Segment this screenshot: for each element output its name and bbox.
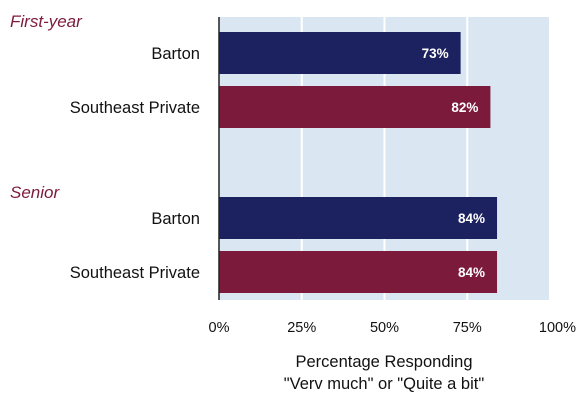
bar	[219, 251, 498, 293]
category-label: Southeast Private	[70, 99, 200, 117]
x-tick-label: 25%	[287, 320, 316, 336]
bar-value-label: 84%	[458, 265, 485, 280]
x-axis-title-line-1: Percentage Responding	[295, 353, 472, 371]
x-tick-label: 0%	[209, 320, 230, 336]
bar	[219, 197, 498, 239]
bar-value-label: 82%	[451, 100, 478, 115]
bars	[219, 32, 498, 293]
x-tick-label: 75%	[453, 320, 482, 336]
x-tick-label: 50%	[370, 320, 399, 336]
category-label: Barton	[151, 210, 200, 228]
bar-value-label: 84%	[458, 211, 485, 226]
bar	[219, 86, 491, 128]
bar-value-label: 73%	[422, 46, 449, 61]
x-tick-labels: 0% 25% 50% 75% 100%	[209, 320, 577, 336]
category-label: Barton	[151, 45, 200, 63]
group-label: First-year	[10, 12, 83, 31]
x-tick-label: 100%	[539, 320, 576, 336]
bar	[219, 32, 461, 74]
x-axis-title-line-2: "Verv much" or "Quite a bit"	[284, 375, 485, 393]
category-label: Southeast Private	[70, 264, 200, 282]
group-label: Senior	[10, 183, 60, 202]
labels: First-year 73% Barton 82% Southeast Private S…	[10, 12, 485, 282]
